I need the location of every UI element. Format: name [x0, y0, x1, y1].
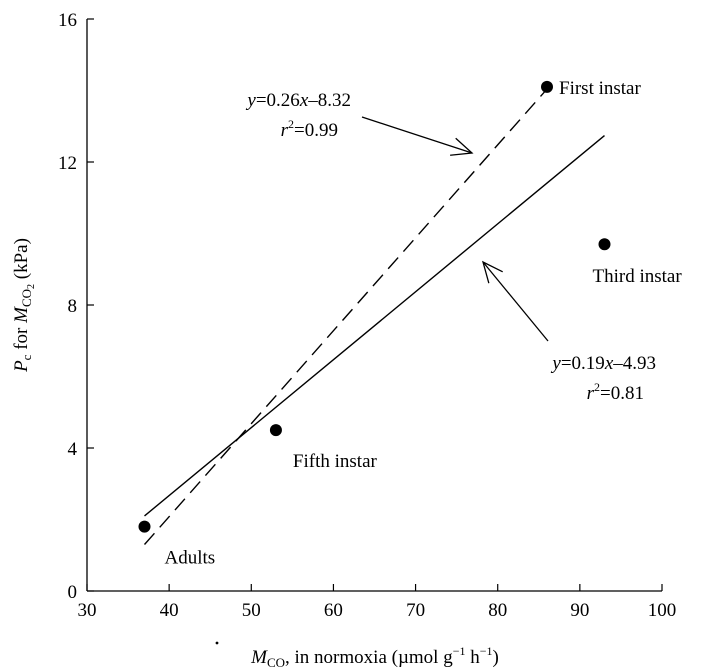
dashed-fit-arrow-head: [450, 137, 474, 156]
data-point: [269, 424, 282, 437]
x-title-dot-accent: [215, 641, 219, 645]
x-tick-label: 50: [242, 600, 261, 621]
x-tick-label: 30: [78, 600, 97, 621]
data-point: [541, 80, 553, 93]
y-axis-title: Pc for MCO2 (kPa): [11, 238, 37, 373]
x-tick-label: 70: [406, 600, 425, 621]
y-tick-label: 4: [68, 439, 78, 460]
y-tick-label: 8: [68, 296, 78, 317]
x-tick-label: 100: [648, 600, 677, 621]
x-tick-label: 40: [160, 600, 179, 621]
y-tick-label: 12: [58, 153, 77, 174]
solid-fit-equation: y=0.19x–4.93: [550, 353, 656, 374]
data-points: Adults Fifth instar First instar Third inst…: [138, 78, 683, 569]
point-label: Third instar: [593, 266, 683, 287]
solid-fit-r2: r2=0.81: [587, 380, 644, 404]
annotations: y=0.26x–8.32 r2=0.99 y=0.19x–4.93 r2=0.81: [245, 90, 656, 404]
dashed-fit-equation: y=0.26x–8.32: [245, 90, 351, 111]
point-label: First instar: [559, 78, 641, 99]
y-tick-label: 0: [68, 582, 78, 603]
x-tick-label: 90: [570, 600, 589, 621]
solid-fit-arrow-shaft: [482, 261, 549, 342]
fit-lines: [143, 88, 605, 545]
axis-titles: MCO, in normoxia (µmol g−1 h−1) Pc for MC…: [11, 238, 499, 670]
dashed-fit-line: [143, 88, 548, 545]
data-point: [598, 238, 611, 251]
data-point: [138, 520, 151, 533]
dashed-fit-arrow-shaft: [361, 116, 473, 154]
x-axis-title: MCO, in normoxia (µmol g−1 h−1): [250, 644, 499, 670]
solid-fit-line: [144, 135, 605, 517]
dashed-fit-r2: r2=0.99: [281, 117, 338, 141]
solid-fit-arrow-head: [481, 260, 503, 284]
y-tick-label: 16: [58, 10, 77, 31]
point-label: Fifth instar: [293, 451, 378, 472]
x-tick-label: 60: [324, 600, 343, 621]
x-tick-label: 80: [488, 600, 507, 621]
point-label: Adults: [165, 548, 216, 569]
axes: 30 40 50 60 70 80 90 100 0 4 8 12 16: [58, 10, 676, 621]
